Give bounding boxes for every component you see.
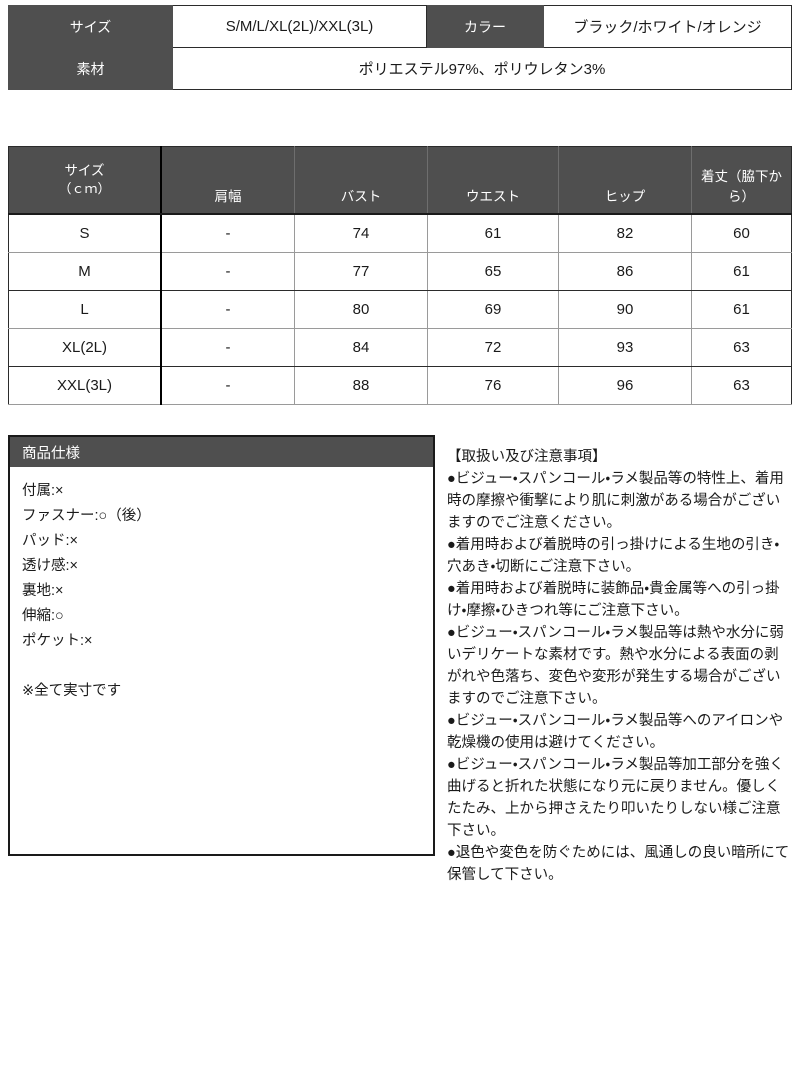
column-header-length: 着丈（脇下から） [691, 146, 792, 215]
list-item: ポケット:× [22, 633, 93, 649]
table-row: 素材 ポリエステル97%、ポリウレタン3% [8, 47, 792, 90]
product-spec-title: 商品仕様 [10, 437, 433, 467]
table-row: L - 80 69 90 61 [8, 290, 792, 329]
care-instruction-item: ●ビジュー・スパンコール・ラメ製品等へのアイロンや乾燥機の使用は避けてください。 [447, 713, 784, 751]
table-row: XXL(3L) - 88 76 96 63 [8, 366, 792, 405]
attribute-table-body: サイズ S/M/L/XL(2L)/XXL(3L) カラー ブラック/ホワイト/オ… [8, 5, 792, 90]
cell-shoulder: - [160, 252, 295, 291]
cell-size: S [8, 214, 162, 253]
column-header-size-main: サイズ [64, 162, 105, 178]
cell-size: XL(2L) [8, 328, 162, 367]
cell-waist: 69 [427, 290, 559, 329]
cell-hip: 93 [558, 328, 692, 367]
cell-waist: 72 [427, 328, 559, 367]
table-row: サイズ S/M/L/XL(2L)/XXL(3L) カラー ブラック/ホワイト/オ… [8, 5, 792, 48]
cell-length: 63 [691, 328, 792, 367]
attribute-label-size: サイズ [8, 5, 173, 48]
cell-hip: 96 [558, 366, 692, 405]
product-attribute-table: サイズ S/M/L/XL(2L)/XXL(3L) カラー ブラック/ホワイト/オ… [8, 5, 792, 90]
cell-length: 61 [691, 290, 792, 329]
column-header-hip: ヒップ [558, 146, 692, 215]
cell-bust: 80 [294, 290, 428, 329]
cell-size: L [8, 290, 162, 329]
care-instruction-item: ●ビジュー・スパンコール・ラメ製品等加工部分を強く曲げると折れた状態になり元に戻… [447, 757, 784, 839]
care-instructions-title: 【取扱い及び注意事項】 [447, 449, 607, 465]
cell-waist: 61 [427, 214, 559, 253]
cell-length: 60 [691, 214, 792, 253]
size-measurement-table: サイズ （ｃｍ） 肩幅 バスト ウエスト ヒップ 着丈（脇下から） S - 74 … [8, 146, 792, 405]
table-row: S - 74 61 82 60 [8, 214, 792, 253]
cell-shoulder: - [160, 290, 295, 329]
attribute-table: サイズ S/M/L/XL(2L)/XXL(3L) カラー ブラック/ホワイト/オ… [8, 5, 792, 90]
measurement-table-body: S - 74 61 82 60 M - 77 65 86 61 L - 80 6… [8, 214, 792, 405]
cell-shoulder: - [160, 366, 295, 405]
measurement-table-head: サイズ （ｃｍ） 肩幅 バスト ウエスト ヒップ 着丈（脇下から） [8, 146, 792, 215]
list-item: ファスナー:○（後） [22, 508, 151, 524]
care-instruction-item: ●ビジュー・スパンコール・ラメ製品等の特性上、着用時の摩擦や衝撃により肌に刺激が… [447, 471, 784, 531]
column-header-shoulder: 肩幅 [160, 146, 295, 215]
list-item: 裏地:× [22, 583, 64, 599]
cell-length: 63 [691, 366, 792, 405]
list-item: パッド:× [22, 533, 78, 549]
table-row: XL(2L) - 84 72 93 63 [8, 328, 792, 367]
cell-hip: 86 [558, 252, 692, 291]
measurement-table: サイズ （ｃｍ） 肩幅 バスト ウエスト ヒップ 着丈（脇下から） S - 74 … [8, 146, 792, 405]
table-row: M - 77 65 86 61 [8, 252, 792, 291]
column-header-bust: バスト [294, 146, 428, 215]
product-spec-footnote: ※全て実寸です [22, 683, 122, 699]
column-header-waist: ウエスト [427, 146, 559, 215]
cell-waist: 76 [427, 366, 559, 405]
care-instructions-panel: 【取扱い及び注意事項】 ●ビジュー・スパンコール・ラメ製品等の特性上、着用時の摩… [447, 446, 793, 886]
cell-length: 61 [691, 252, 792, 291]
attribute-label-color: カラー [426, 5, 544, 48]
list-item: 伸縮:○ [22, 608, 64, 624]
column-header-size: サイズ （ｃｍ） [8, 146, 162, 215]
column-header-size-unit: （ｃｍ） [58, 181, 111, 197]
product-spec-panel: 商品仕様 付属:× ファスナー:○（後） パッド:× 透け感:× 裏地:× 伸縮… [8, 435, 435, 856]
attribute-value-color: ブラック/ホワイト/オレンジ [543, 5, 792, 48]
attribute-value-size: S/M/L/XL(2L)/XXL(3L) [172, 5, 427, 48]
care-instruction-item: ●ビジュー・スパンコール・ラメ製品等は熱や水分に弱いデリケートな素材です。熱や水… [447, 625, 784, 707]
attribute-value-material: ポリエステル97%、ポリウレタン3% [172, 47, 792, 90]
cell-hip: 82 [558, 214, 692, 253]
cell-size: M [8, 252, 162, 291]
list-item: 透け感:× [22, 558, 78, 574]
cell-bust: 88 [294, 366, 428, 405]
care-instruction-item: ●退色や変色を防ぐためには、風通しの良い暗所にて保管して下さい。 [447, 845, 790, 883]
cell-bust: 77 [294, 252, 428, 291]
care-instruction-item: ●着用時および着脱時の引っ掛けによる生地の引き・穴あき・切断にご注意下さい。 [447, 537, 780, 575]
cell-waist: 65 [427, 252, 559, 291]
attribute-label-material: 素材 [8, 47, 173, 90]
cell-bust: 84 [294, 328, 428, 367]
table-header-row: サイズ （ｃｍ） 肩幅 バスト ウエスト ヒップ 着丈（脇下から） [8, 146, 792, 215]
cell-size: XXL(3L) [8, 366, 162, 405]
cell-bust: 74 [294, 214, 428, 253]
cell-hip: 90 [558, 290, 692, 329]
cell-shoulder: - [160, 328, 295, 367]
product-spec-list: 付属:× ファスナー:○（後） パッド:× 透け感:× 裏地:× 伸縮:○ ポケ… [10, 467, 433, 704]
cell-shoulder: - [160, 214, 295, 253]
list-item: 付属:× [22, 483, 64, 499]
care-instruction-item: ●着用時および着脱時に装飾品・貴金属等への引っ掛け・摩擦・ひきつれ等にご注意下さ… [447, 581, 780, 619]
